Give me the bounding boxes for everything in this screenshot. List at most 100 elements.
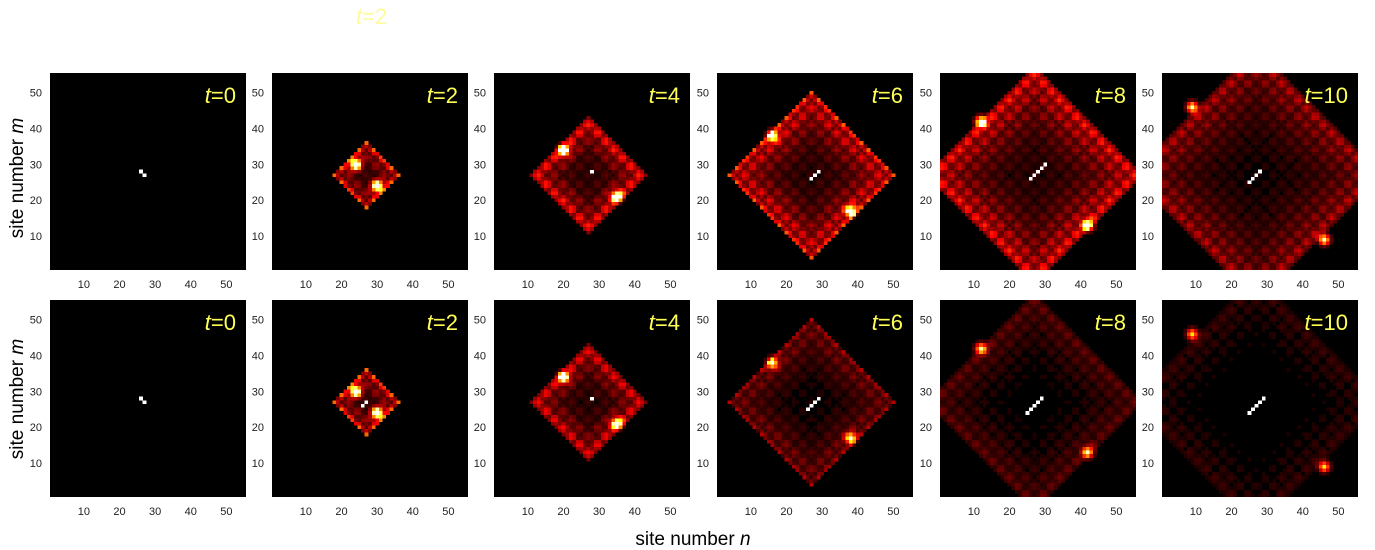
heatmap-cell <box>1222 216 1227 221</box>
heatmap-cell <box>1018 191 1023 195</box>
heatmap-cell <box>597 133 602 138</box>
heatmap-cell <box>1100 158 1105 163</box>
heatmap-cell <box>759 180 764 185</box>
heatmap-cell <box>759 191 764 195</box>
heatmap-cell <box>364 141 369 145</box>
heatmap-cell <box>809 119 814 124</box>
heatmap-cell <box>554 173 559 178</box>
heatmap-cell <box>964 176 969 181</box>
heatmap-cell <box>1018 255 1023 260</box>
heatmap-cell <box>1018 98 1023 102</box>
heatmap-cell <box>1304 219 1309 224</box>
heatmap-cell <box>608 169 612 174</box>
heatmap-cell <box>989 230 994 235</box>
heatmap-cell <box>1276 266 1280 271</box>
heatmap-cell <box>957 173 962 178</box>
heatmap-cell <box>759 184 764 188</box>
heatmap-cell <box>795 209 800 213</box>
heatmap-cell <box>1061 212 1065 217</box>
heatmap-cell <box>1251 255 1255 260</box>
heatmap-cell <box>364 144 369 149</box>
heatmap-cell <box>1093 173 1097 178</box>
heatmap-cell <box>766 176 771 181</box>
heatmap-cell <box>1114 169 1119 174</box>
heatmap-cell <box>1176 180 1181 185</box>
heatmap-cell <box>802 180 807 185</box>
heatmap-cell <box>1215 166 1220 170</box>
heatmap-cell <box>777 151 782 156</box>
heatmap-cell <box>1004 126 1008 131</box>
heatmap-cell <box>993 216 998 221</box>
heatmap-cell <box>1222 191 1227 195</box>
heatmap-cell <box>568 191 573 195</box>
heatmap-cell <box>1279 198 1284 203</box>
heatmap-cell <box>1107 198 1112 203</box>
heatmap-cell <box>774 137 778 142</box>
heatmap-cell <box>364 180 369 185</box>
heatmap-cell <box>361 155 365 160</box>
y-tick-label: 10 <box>30 231 42 243</box>
heatmap-cell <box>1054 119 1058 124</box>
heatmap-cell <box>1125 169 1130 174</box>
heatmap-cell <box>1318 191 1323 195</box>
heatmap-cell <box>798 223 803 228</box>
heatmap-cell <box>1086 180 1090 185</box>
heatmap-cell <box>1089 212 1094 217</box>
heatmap-cell <box>848 166 853 170</box>
heatmap-cell <box>1100 184 1105 188</box>
heatmap-cell <box>1322 237 1327 242</box>
heatmap-cell <box>1011 90 1016 95</box>
heatmap-cell <box>375 184 380 188</box>
heatmap-cell <box>1347 173 1352 178</box>
heatmap-cell <box>590 162 594 167</box>
heatmap-cell <box>766 166 771 170</box>
heatmap-cell <box>827 130 832 135</box>
heatmap-cell <box>838 141 842 145</box>
heatmap-cell <box>1021 115 1026 120</box>
heatmap-cell <box>798 216 803 221</box>
heatmap-cell <box>579 209 584 213</box>
heatmap-cell <box>975 112 980 117</box>
heatmap-cell <box>1318 166 1323 170</box>
heatmap-cell <box>845 130 850 135</box>
heatmap-cell <box>1254 262 1259 267</box>
heatmap-cell <box>1025 187 1030 192</box>
heatmap-cell <box>1036 76 1040 81</box>
heatmap-cell <box>1219 176 1223 181</box>
heatmap-cell <box>1075 158 1080 163</box>
heatmap-cell <box>1075 123 1080 127</box>
heatmap-cell <box>997 209 1001 213</box>
heatmap-cell <box>961 187 966 192</box>
heatmap-cell <box>611 184 616 188</box>
heatmap-cell <box>1229 219 1234 224</box>
heatmap-cell <box>1004 191 1008 195</box>
heatmap-cell <box>1054 123 1058 127</box>
heatmap-cell <box>1258 230 1262 235</box>
heatmap-cell <box>1318 223 1323 228</box>
heatmap-cell <box>618 187 623 192</box>
heatmap-cell <box>575 144 580 149</box>
heatmap-cell <box>1075 166 1080 170</box>
heatmap-cell <box>845 166 850 170</box>
heatmap-cell <box>1000 169 1005 174</box>
heatmap-cell <box>975 130 980 135</box>
heatmap-cell <box>561 194 566 199</box>
heatmap-cell <box>561 201 566 206</box>
heatmap-cell <box>572 184 577 188</box>
heatmap-cell <box>1057 166 1062 170</box>
heatmap-cell <box>597 155 602 160</box>
heatmap-cell <box>993 209 998 213</box>
heatmap-cell <box>806 223 810 228</box>
heatmap-cell <box>1322 223 1327 228</box>
heatmap-cell <box>540 180 545 185</box>
heatmap-cell <box>989 201 994 206</box>
heatmap-cell <box>1096 180 1101 185</box>
heatmap-cell <box>1118 155 1122 160</box>
heatmap-cell <box>855 151 860 156</box>
heatmap-cell <box>795 201 800 206</box>
heatmap-cell <box>1128 169 1133 174</box>
heatmap-cell <box>1064 244 1069 249</box>
heatmap-cell <box>586 169 591 174</box>
heatmap-cell <box>759 141 764 145</box>
heatmap-cell <box>798 112 803 117</box>
